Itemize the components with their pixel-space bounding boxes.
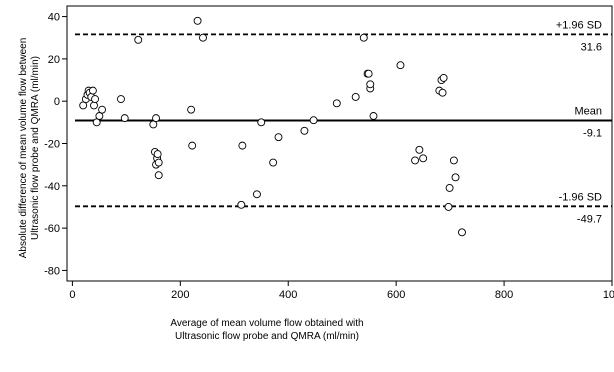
plot-frame (66, 5, 613, 282)
data-points (79, 16, 466, 237)
data-point-52 (445, 183, 454, 192)
data-point-43 (396, 61, 405, 70)
x-tick-label-1: 200 (171, 289, 189, 301)
data-point-50 (439, 73, 448, 82)
data-point-55 (458, 228, 466, 237)
data-point-13 (120, 114, 129, 123)
data-point-11 (98, 105, 107, 114)
reference-line-label-0: +1.96 SD (556, 19, 602, 31)
x-axis-ticks: 0 200 400 600 800 100 (69, 281, 614, 301)
y-tick-label-2: -40 (44, 181, 60, 193)
data-point-22 (154, 158, 163, 167)
y-axis-title-line-0: Absolute difference of mean volume flow … (18, 38, 29, 259)
data-point-51 (444, 203, 453, 211)
data-point-24 (188, 141, 197, 150)
y-tick-label-5: 20 (48, 54, 60, 66)
y-tick-label-0: -80 (44, 265, 60, 277)
data-point-35 (332, 99, 341, 108)
reference-line-label-1: Mean (574, 105, 602, 117)
data-point-12 (117, 95, 125, 104)
data-point-53 (449, 156, 458, 165)
y-tick-label-6: 40 (48, 12, 60, 24)
y-tick-label-4: 0 (54, 96, 60, 108)
y-axis-ticks: -80 -60 -40 -20 0 20 40 (44, 12, 67, 277)
data-point-42 (369, 112, 378, 120)
data-point-31 (269, 158, 278, 167)
x-axis-title-line-1: Ultrasonic flow probe and QMRA (ml/min) (175, 331, 359, 342)
x-tick-label-5: 100 (603, 289, 614, 301)
reference-line-value-1: -9.1 (583, 127, 602, 139)
data-point-27 (237, 200, 246, 209)
data-point-54 (451, 173, 460, 182)
data-point-6 (88, 86, 97, 95)
data-point-29 (252, 190, 261, 199)
data-point-30 (257, 118, 266, 127)
data-point-23 (187, 105, 196, 114)
x-tick-label-3: 600 (387, 289, 405, 301)
data-point-37 (359, 33, 368, 42)
data-point-17 (152, 114, 160, 123)
data-point-7 (90, 101, 98, 110)
data-point-28 (238, 141, 247, 150)
y-axis-title-line-1: Ultrasonic flow probe and QMRA (ml/min) (30, 56, 41, 240)
data-point-41 (366, 80, 375, 89)
x-tick-label-2: 400 (279, 289, 297, 301)
reference-line-value-2: -49.7 (577, 213, 602, 225)
y-axis-title: Absolute difference of mean volume flow … (18, 38, 41, 259)
data-point-20 (153, 150, 162, 159)
data-point-49 (438, 88, 447, 97)
data-point-14 (134, 35, 143, 44)
reference-line-value-0: 31.6 (581, 41, 602, 53)
data-point-26 (199, 33, 207, 42)
reference-line-label-2: -1.96 SD (559, 191, 602, 203)
data-point-44 (411, 156, 419, 165)
y-tick-label-3: -20 (44, 139, 60, 151)
data-point-36 (351, 93, 360, 101)
x-axis-title-line-0: Average of mean volume flow obtained wit… (170, 318, 363, 329)
x-tick-label-4: 800 (495, 289, 513, 301)
data-point-32 (274, 133, 283, 142)
data-point-8 (91, 95, 100, 104)
data-point-34 (309, 116, 318, 125)
x-axis-title: Average of mean volume flow obtained wit… (170, 318, 363, 342)
x-tick-label-0: 0 (69, 289, 75, 301)
reference-lines: +1.96 SD 31.6 Mean -9.1 -1.96 SD -49.7 (75, 19, 612, 225)
data-point-45 (415, 145, 424, 154)
data-point-46 (419, 154, 428, 163)
data-point-21 (154, 171, 163, 180)
data-point-33 (300, 126, 309, 135)
y-tick-label-1: -60 (44, 223, 60, 235)
data-point-25 (193, 16, 202, 25)
data-point-39 (364, 69, 373, 78)
